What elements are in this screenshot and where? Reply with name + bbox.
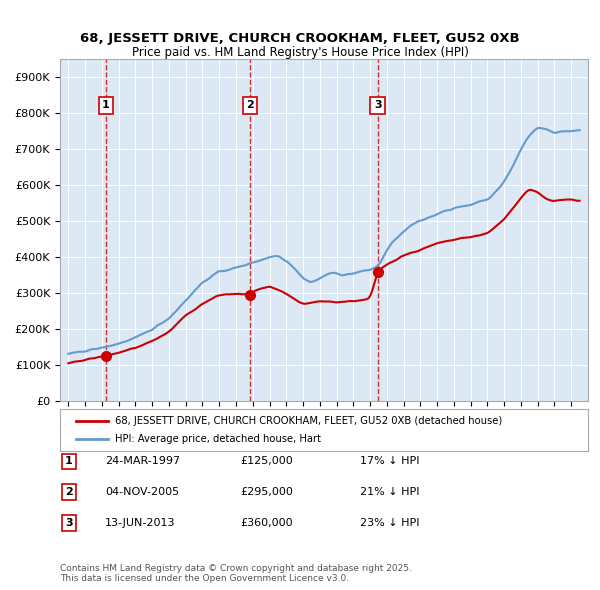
Text: 13-JUN-2013: 13-JUN-2013 (105, 518, 176, 527)
Text: 17% ↓ HPI: 17% ↓ HPI (360, 457, 419, 466)
Text: 2: 2 (246, 100, 254, 110)
Text: 1: 1 (65, 457, 73, 466)
Text: Contains HM Land Registry data © Crown copyright and database right 2025.
This d: Contains HM Land Registry data © Crown c… (60, 563, 412, 583)
Text: £360,000: £360,000 (240, 518, 293, 527)
Text: £295,000: £295,000 (240, 487, 293, 497)
Text: 04-NOV-2005: 04-NOV-2005 (105, 487, 179, 497)
Text: £125,000: £125,000 (240, 457, 293, 466)
Text: 24-MAR-1997: 24-MAR-1997 (105, 457, 180, 466)
Text: 1: 1 (102, 100, 110, 110)
Text: 68, JESSETT DRIVE, CHURCH CROOKHAM, FLEET, GU52 0XB: 68, JESSETT DRIVE, CHURCH CROOKHAM, FLEE… (80, 32, 520, 45)
Text: Price paid vs. HM Land Registry's House Price Index (HPI): Price paid vs. HM Land Registry's House … (131, 46, 469, 59)
Text: 21% ↓ HPI: 21% ↓ HPI (360, 487, 419, 497)
Text: 23% ↓ HPI: 23% ↓ HPI (360, 518, 419, 527)
Text: HPI: Average price, detached house, Hart: HPI: Average price, detached house, Hart (115, 434, 322, 444)
Text: 3: 3 (65, 518, 73, 527)
Text: 68, JESSETT DRIVE, CHURCH CROOKHAM, FLEET, GU52 0XB (detached house): 68, JESSETT DRIVE, CHURCH CROOKHAM, FLEE… (115, 416, 503, 426)
Text: 3: 3 (374, 100, 382, 110)
Text: 2: 2 (65, 487, 73, 497)
